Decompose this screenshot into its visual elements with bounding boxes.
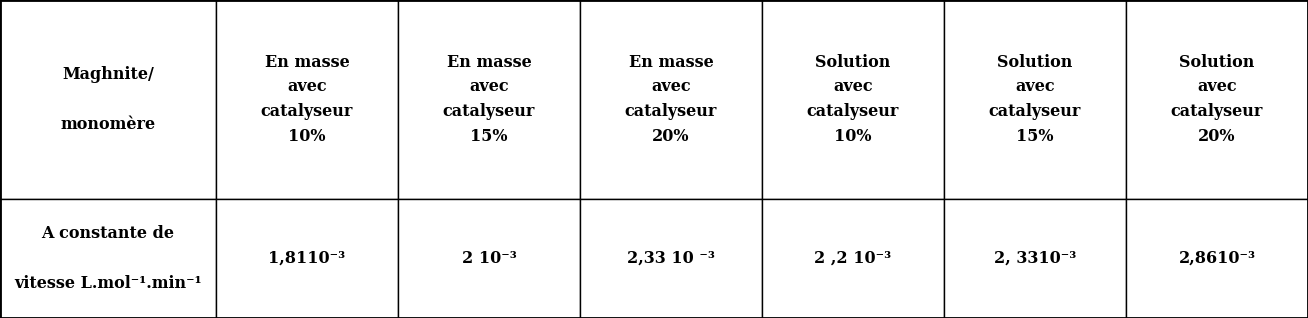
- Text: En masse
avec
catalyseur
10%: En masse avec catalyseur 10%: [260, 54, 353, 145]
- Bar: [944, 199, 1126, 318]
- Text: En masse
avec
catalyseur
15%: En masse avec catalyseur 15%: [443, 54, 535, 145]
- Text: A constante de

vitesse L.mol⁻¹.min⁻¹: A constante de vitesse L.mol⁻¹.min⁻¹: [14, 225, 201, 292]
- Bar: [1126, 199, 1308, 318]
- Text: 2 10⁻³: 2 10⁻³: [462, 250, 517, 267]
- Bar: [1126, 0, 1308, 199]
- Text: 1,8110⁻³: 1,8110⁻³: [268, 250, 345, 267]
- Bar: [763, 0, 944, 199]
- Bar: [216, 199, 398, 318]
- Bar: [579, 0, 763, 199]
- Bar: [0, 199, 216, 318]
- Bar: [579, 199, 763, 318]
- Bar: [398, 0, 579, 199]
- Text: 2, 3310⁻³: 2, 3310⁻³: [994, 250, 1076, 267]
- Text: 2,33 10 ⁻³: 2,33 10 ⁻³: [627, 250, 715, 267]
- Bar: [944, 0, 1126, 199]
- Text: En masse
avec
catalyseur
20%: En masse avec catalyseur 20%: [625, 54, 717, 145]
- Text: Solution
avec
catalyseur
15%: Solution avec catalyseur 15%: [989, 54, 1082, 145]
- Text: Maghnite/

monomère: Maghnite/ monomère: [60, 66, 156, 133]
- Text: Solution
avec
catalyseur
10%: Solution avec catalyseur 10%: [807, 54, 899, 145]
- Text: Solution
avec
catalyseur
20%: Solution avec catalyseur 20%: [1171, 54, 1264, 145]
- Bar: [0, 0, 216, 199]
- Text: 2,8610⁻³: 2,8610⁻³: [1179, 250, 1256, 267]
- Bar: [763, 199, 944, 318]
- Bar: [216, 0, 398, 199]
- Text: 2 ,2 10⁻³: 2 ,2 10⁻³: [815, 250, 892, 267]
- Bar: [398, 199, 579, 318]
